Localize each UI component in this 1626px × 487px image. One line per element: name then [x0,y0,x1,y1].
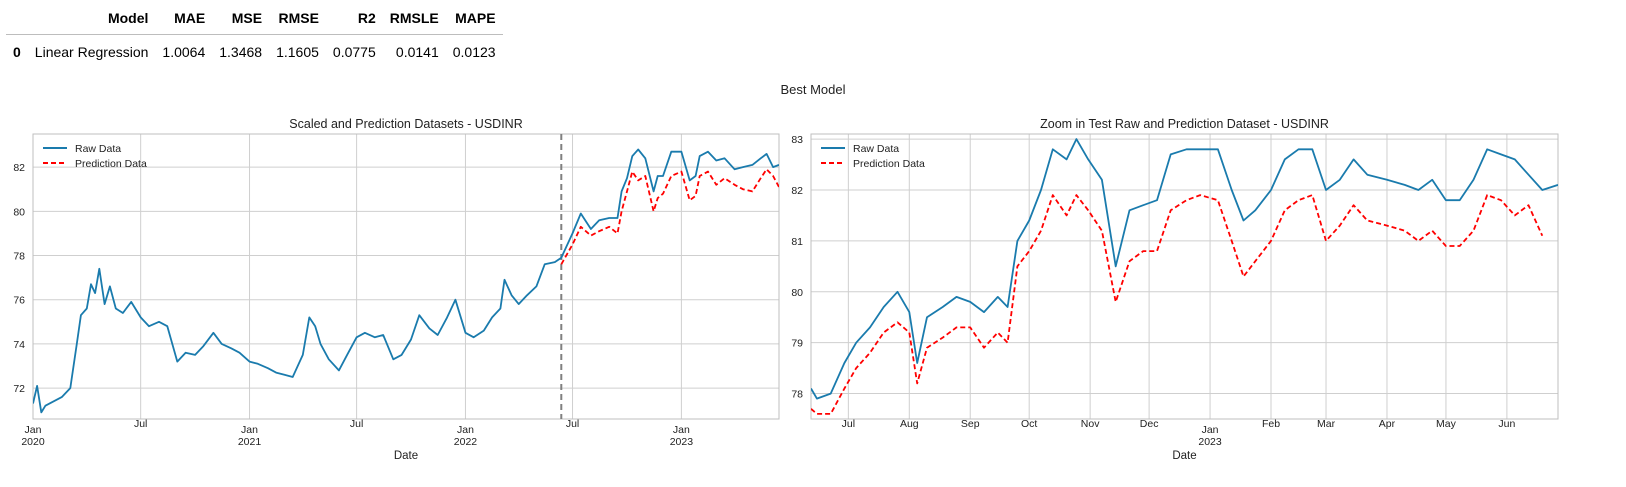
right-xtick-label: Mar [1317,418,1336,430]
left-ytick-label: 82 [13,162,25,174]
left-xtick-label: Jul [566,418,579,430]
right-xtick-label: Nov [1081,418,1100,430]
right-xtick-label: Jul [842,418,855,430]
left-ytick-label: 80 [13,206,25,218]
right-prediction-data-line [811,194,1544,415]
right-ytick-label: 81 [791,236,803,248]
left-ytick-label: 74 [13,339,25,351]
left-xtick-year: 2020 [21,436,45,448]
right-ytick-label: 82 [791,185,803,197]
header-mse: MSE [231,10,263,26]
cell-mae: 1.0064 [162,44,206,60]
right-ytick-label: 83 [791,134,803,146]
left-plot-frame [32,133,780,420]
right-xtick-year: 2023 [1198,436,1222,448]
cell-mse: 1.3468 [219,44,263,60]
right-series-group [811,138,1558,415]
right-legend-label: Prediction Data [853,158,925,170]
left-xtick-year: 2023 [670,436,694,448]
left-legend-label: Prediction Data [75,158,147,170]
right-xtick-label: Sep [961,418,980,430]
cell-rmsle: 0.0141 [395,44,439,60]
row-index: 0 [13,44,21,60]
right-xtick-label: Apr [1379,418,1396,430]
left-series-group [33,148,779,414]
header-model: Model [107,10,149,26]
header-rmsle: RMSLE [389,10,439,26]
left-ytick-label: 76 [13,295,25,307]
right-xtick-label: Aug [900,418,919,430]
right-x-axis-label: Date [1172,450,1196,462]
right-ytick-label: 78 [791,389,803,401]
left-xtick-label: Jan [25,424,42,436]
left-x-axis-label: Date [394,450,418,462]
right-legend-label: Raw Data [853,143,899,155]
cell-r2: 0.0775 [332,44,376,60]
right-plot-frame [810,133,1559,420]
right-xtick-label: May [1436,418,1457,430]
left-chart-title: Scaled and Prediction Datasets - USDINR [289,117,522,131]
left-ytick-label: 78 [13,251,25,263]
left-xtick-year: 2021 [238,436,262,448]
metrics-header-row: Model MAE MSE RMSE R2 RMSLE MAPE [6,4,503,35]
right-xtick-label: Jun [1498,418,1515,430]
right-xtick-label: Feb [1262,418,1280,430]
metrics-table: Model MAE MSE RMSE R2 RMSLE MAPE 0 Linea… [6,4,503,65]
left-xtick-label: Jul [134,418,147,430]
right-ytick-label: 79 [791,338,803,350]
left-xtick-label: Jan [241,424,258,436]
left-legend-label: Raw Data [75,143,121,155]
table-row: 0 Linear Regression 1.0064 1.3468 1.1605… [6,35,503,66]
right-raw-data-line [811,138,1558,400]
left-xtick-year: 2022 [454,436,478,448]
cell-rmse: 1.1605 [276,44,319,60]
right-xtick-label: Dec [1140,418,1159,430]
cell-model: Linear Regression [34,44,149,60]
cell-mape: 0.0123 [452,44,496,60]
left-xtick-label: Jul [350,418,363,430]
left-ytick-label: 72 [13,383,25,395]
left-raw-data-line [33,148,779,414]
right-chart-title: Zoom in Test Raw and Prediction Dataset … [1040,117,1329,131]
right-xtick-label: Oct [1021,418,1037,430]
right-xtick-label: Jan [1202,424,1219,436]
header-r2: R2 [357,10,376,26]
figure-suptitle: Best Model [780,82,846,97]
left-xtick-label: Jan [457,424,474,436]
header-rmse: RMSE [278,10,319,26]
right-ytick-label: 80 [791,287,803,299]
header-mae: MAE [174,10,206,26]
left-xtick-label: Jan [673,424,690,436]
left-prediction-data-line [560,168,779,265]
header-mape: MAPE [455,10,496,26]
